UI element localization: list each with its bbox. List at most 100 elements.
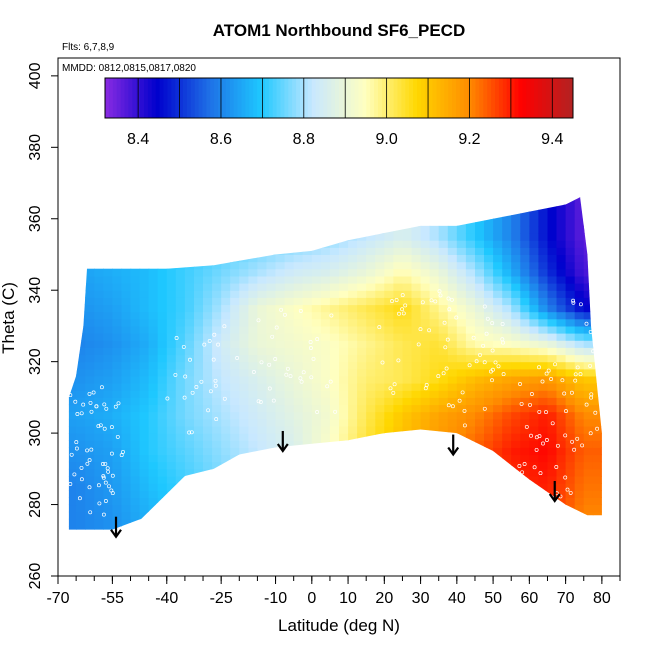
field-cell: [547, 197, 558, 205]
field-cell: [212, 397, 222, 406]
field-cell: [130, 518, 141, 527]
field-cell: [302, 461, 313, 470]
field-cell: [311, 240, 322, 248]
field-cell: [230, 504, 240, 513]
field-cell: [68, 426, 77, 434]
field-cell: [538, 454, 549, 463]
field-cell: [493, 354, 503, 363]
field-cell: [529, 340, 540, 348]
colorbar-tick-label: 9.2: [458, 131, 480, 148]
field-cell: [565, 361, 576, 370]
sample-point: [182, 395, 187, 400]
field-cell: [339, 461, 349, 470]
field-cell: [275, 404, 286, 413]
colorbar-tick-label: 8.6: [210, 131, 232, 148]
field-cell: [565, 225, 576, 234]
field-cell: [194, 361, 204, 370]
sample-point: [110, 491, 115, 496]
field-cell: [194, 483, 204, 491]
field-cell: [284, 447, 295, 456]
field-cell: [565, 504, 576, 513]
field-cell: [103, 497, 113, 506]
field-cell: [420, 211, 431, 220]
field-cell: [493, 325, 503, 334]
field-cell: [230, 247, 240, 255]
field-cell: [94, 390, 104, 398]
colorbar-swatch: [561, 78, 566, 118]
field-cell: [357, 404, 367, 413]
colorbar-swatch: [374, 78, 379, 118]
field-cell: [465, 261, 476, 270]
field-cell: [520, 533, 530, 541]
field-cell: [574, 433, 585, 441]
field-cell: [438, 461, 449, 470]
field-cell: [357, 275, 367, 284]
field-cell: [592, 340, 602, 348]
sample-point: [103, 499, 108, 503]
field-cell: [583, 304, 594, 313]
field-cell: [547, 383, 558, 391]
field-cell: [266, 197, 277, 205]
field-cell: [203, 333, 213, 341]
field-cell: [284, 397, 295, 406]
field-cell: [484, 383, 494, 391]
field-cell: [502, 361, 512, 370]
field-cell: [139, 233, 150, 241]
field-cell: [520, 333, 530, 341]
field-cell: [502, 275, 512, 284]
field-cell: [429, 318, 440, 327]
field-cell: [429, 247, 440, 255]
colorbar-swatch: [183, 78, 188, 118]
field-cell: [375, 397, 385, 406]
field-cell: [565, 411, 576, 420]
x-axis: -70 -55 -40 -25 -10 0 10 20 30 40 50 60 70 80: [46, 575, 621, 607]
colorbar-swatch: [510, 78, 515, 118]
field-cell: [556, 318, 567, 327]
field-cell: [457, 533, 467, 541]
field-cell: [466, 533, 476, 541]
field-cell: [447, 497, 458, 506]
field-cell: [402, 268, 413, 277]
field-cell: [538, 468, 549, 477]
arrow-markers: [110, 430, 561, 539]
field-cell: [402, 490, 413, 498]
field-cell: [112, 411, 123, 420]
field-cell: [565, 526, 576, 530]
field-cell: [502, 404, 512, 413]
field-cell: [230, 447, 240, 456]
field-cell: [375, 340, 385, 348]
field-cell: [447, 511, 458, 520]
field-cell: [194, 433, 204, 441]
field-cell: [602, 233, 612, 241]
field-cell: [592, 318, 602, 327]
sample-point: [537, 365, 541, 370]
field-cell: [556, 354, 567, 363]
field-cell: [366, 254, 376, 263]
field-cell: [602, 347, 612, 355]
field-cell: [420, 526, 431, 530]
field-cell: [429, 497, 440, 506]
field-cell: [520, 275, 530, 284]
field-cell: [68, 347, 77, 356]
field-cell: [311, 504, 322, 513]
field-cell: [592, 490, 602, 498]
field-cell: [139, 261, 150, 270]
field-cell: [484, 476, 494, 484]
field-cell: [583, 275, 594, 284]
field-cell: [493, 304, 503, 313]
field-cell: [348, 325, 358, 334]
colorbar-swatch: [518, 78, 523, 118]
field-cell: [348, 526, 358, 530]
field-cell: [565, 426, 576, 434]
field-cell: [194, 240, 204, 248]
field-cell: [602, 397, 612, 405]
field-cell: [447, 304, 458, 313]
field-cell: [103, 254, 113, 263]
field-cell: [103, 333, 113, 341]
field-cell: [212, 404, 222, 413]
field-cell: [302, 411, 313, 420]
field-cell: [411, 197, 422, 205]
field-cell: [194, 447, 204, 456]
sample-point: [490, 348, 495, 353]
field-cell: [248, 511, 259, 520]
